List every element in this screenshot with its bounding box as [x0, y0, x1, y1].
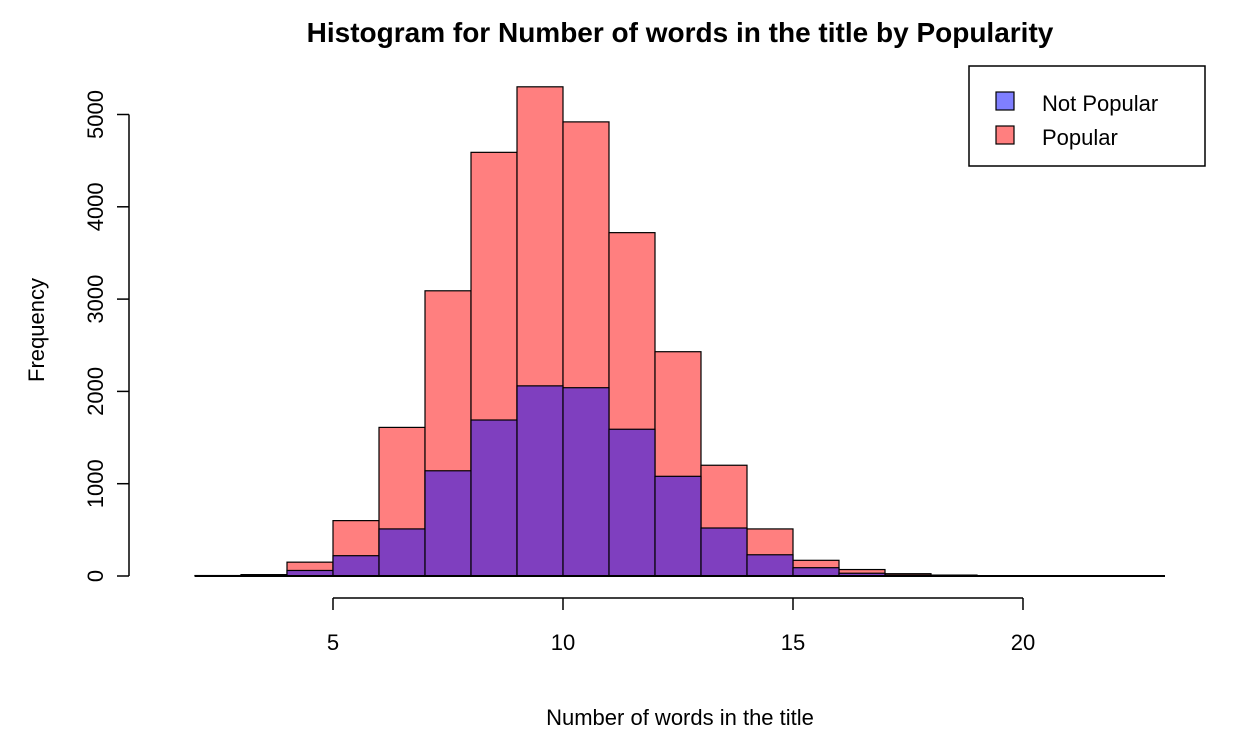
- x-tick-label: 5: [327, 630, 339, 655]
- chart-title: Histogram for Number of words in the tit…: [307, 17, 1054, 48]
- x-tick-label: 10: [551, 630, 575, 655]
- bar-not-popular: [470, 419, 518, 577]
- bar-not-popular: [608, 428, 656, 577]
- bars-group: [194, 86, 1070, 577]
- y-axis-label: Frequency: [24, 278, 49, 382]
- bar-not-popular: [378, 528, 426, 577]
- legend-label-not-popular: Not Popular: [1042, 91, 1158, 116]
- legend-box: [968, 65, 1206, 167]
- bar-not-popular: [562, 387, 610, 577]
- legend-swatch-popular: [995, 125, 1015, 145]
- bar-not-popular: [746, 554, 794, 577]
- y-tick-label: 2000: [83, 367, 108, 416]
- bar-not-popular: [424, 470, 472, 577]
- legend-label-popular: Popular: [1042, 125, 1118, 150]
- x-axis: 5 10 15 20: [327, 597, 1035, 655]
- y-tick-label: 3000: [83, 275, 108, 324]
- y-tick-label: 0: [83, 570, 108, 582]
- bar-not-popular: [332, 555, 380, 577]
- legend: Not Popular Popular: [968, 65, 1206, 167]
- y-tick-label: 5000: [83, 90, 108, 139]
- y-axis: 0 1000 2000 3000 4000 5000: [83, 90, 130, 582]
- y-tick-label: 4000: [83, 182, 108, 231]
- bar-not-popular: [792, 567, 840, 577]
- x-tick-label: 20: [1011, 630, 1035, 655]
- x-tick-label: 15: [781, 630, 805, 655]
- y-tick-label: 1000: [83, 459, 108, 508]
- bar-not-popular: [700, 527, 748, 577]
- bar-not-popular: [654, 475, 702, 577]
- bar-not-popular: [516, 385, 564, 577]
- legend-swatch-not-popular: [995, 91, 1015, 111]
- x-axis-label: Number of words in the title: [546, 705, 814, 730]
